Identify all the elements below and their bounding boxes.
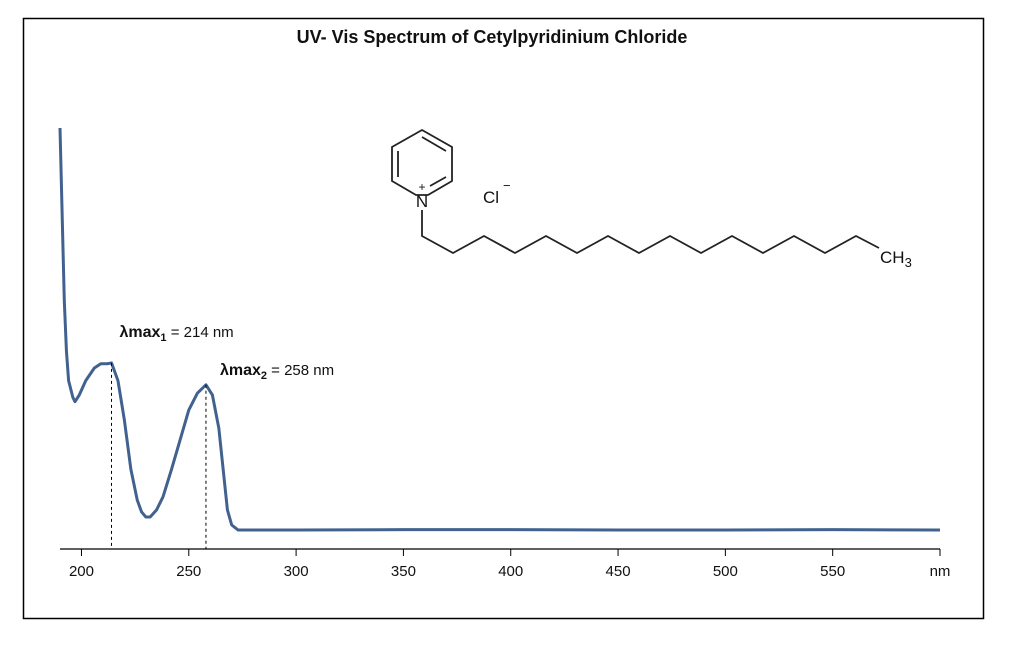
peak-text: = 258 nm (267, 362, 334, 379)
x-tick-label: 250 (176, 563, 201, 580)
nitrogen: N (416, 192, 428, 211)
x-tick-label: 400 (498, 563, 523, 580)
subscript: 2 (261, 370, 267, 382)
x-tick-label: 300 (284, 563, 309, 580)
x-tick-label: 350 (391, 563, 416, 580)
chart-title: UV- Vis Spectrum of Cetylpyridinium Chlo… (297, 27, 688, 47)
subscript: 1 (160, 332, 166, 344)
peak-label: λmax1 = 214 nm (120, 324, 234, 344)
x-tick-label: 450 (606, 563, 631, 580)
counterion: Cl (483, 188, 499, 207)
peak-text: = 214 nm (167, 324, 234, 341)
lambda-symbol: λmax (120, 324, 161, 341)
double-bond (421, 136, 447, 152)
x-tick-label: nm (930, 563, 951, 580)
lambda-symbol: λmax (220, 362, 261, 379)
double-bond (429, 176, 447, 187)
terminal-group: CH3 (880, 248, 912, 270)
alkyl-chain (421, 210, 880, 255)
structure (391, 128, 880, 255)
x-tick-label: 500 (713, 563, 738, 580)
terminal-subscript: 3 (905, 255, 912, 270)
ring (391, 128, 453, 196)
spectrum-line (58, 127, 941, 532)
frame (22, 17, 985, 620)
peak-label: λmax2 = 258 nm (220, 362, 334, 382)
charge: + (418, 180, 425, 194)
x-tick-label: 550 (820, 563, 845, 580)
terminal: CH (880, 248, 905, 267)
x-tick-label: 200 (69, 563, 94, 580)
counterion-charge: − (503, 178, 511, 193)
